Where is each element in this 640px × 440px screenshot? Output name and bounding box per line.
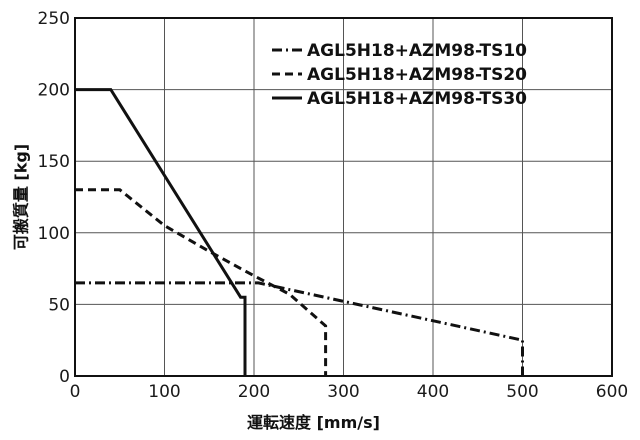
y-axis-title: 可搬質量 [kg] (12, 144, 31, 250)
series-layer (75, 88, 524, 376)
series-line (75, 88, 247, 376)
x-axis-title: 運転速度 [mm/s] (247, 413, 380, 432)
x-tick-label: 0 (70, 382, 81, 402)
legend-label: AGL5H18+AZM98-TS30 (307, 89, 527, 109)
x-tick-label: 200 (238, 382, 270, 402)
x-tick-label: 600 (596, 382, 628, 402)
y-tick-label: 200 (38, 81, 70, 101)
x-tick-label: 400 (417, 382, 449, 402)
x-tick-label: 500 (506, 382, 538, 402)
y-tick-label: 150 (38, 152, 70, 172)
legend-label: AGL5H18+AZM98-TS20 (307, 65, 527, 85)
tick-labels: 0 100 200 300 400 500 600 0 50 100 150 200 250 (38, 9, 629, 402)
x-tick-label: 300 (327, 382, 359, 402)
plot-frame (74, 17, 613, 377)
y-tick-label: 250 (38, 9, 70, 29)
series-line (75, 281, 524, 376)
y-tick-label: 0 (59, 367, 70, 387)
x-tick-label: 100 (148, 382, 180, 402)
series-line (75, 188, 328, 376)
legend-label: AGL5H18+AZM98-TS10 (307, 41, 527, 61)
y-tick-label: 50 (48, 295, 70, 315)
legend: AGL5H18+AZM98-TS10 AGL5H18+AZM98-TS20 AGL5… (272, 41, 527, 109)
y-tick-label: 100 (38, 224, 70, 244)
